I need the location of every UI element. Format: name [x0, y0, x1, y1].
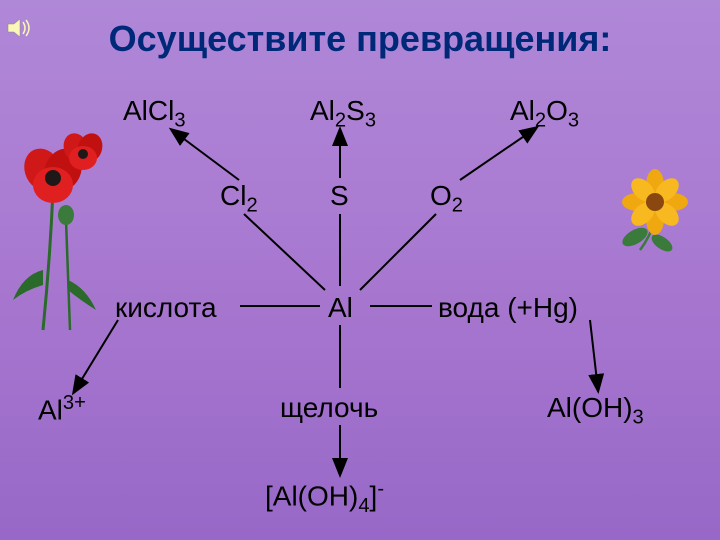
- alcl3-sub: 3: [174, 110, 185, 132]
- title-text: Осуществите превращения:: [109, 18, 612, 59]
- node-acid: кислота: [115, 292, 217, 324]
- yellow-flower-decoration: [610, 165, 700, 255]
- s-text: S: [330, 180, 349, 211]
- page-title: Осуществите превращения:: [109, 18, 612, 60]
- node-alcl3: AlCl3: [123, 95, 186, 133]
- node-water: вода (+Hg): [438, 292, 578, 324]
- water-text: вода (+Hg): [438, 292, 578, 323]
- node-al2s3: Al2S3: [310, 95, 376, 133]
- node-center-al: Al: [328, 292, 353, 324]
- node-aloh4: [Al(OH)4]-: [265, 478, 384, 518]
- o2-sub: 2: [452, 195, 463, 217]
- node-alkali: щелочь: [280, 392, 378, 424]
- node-aloh3: Al(OH)3: [547, 392, 644, 430]
- node-cl2: Cl2: [220, 180, 258, 218]
- node-o2: O2: [430, 180, 463, 218]
- poppy-decoration: [8, 130, 108, 340]
- alkali-text: щелочь: [280, 392, 378, 423]
- o2-text: O: [430, 180, 452, 211]
- diagram-lines: [0, 0, 720, 540]
- alcl3-text: AlCl: [123, 95, 174, 126]
- cl2-sub: 2: [246, 195, 257, 217]
- cl2-text: Cl: [220, 180, 246, 211]
- center-al-text: Al: [328, 292, 353, 323]
- node-al2o3: Al2O3: [510, 95, 579, 133]
- acid-text: кислота: [115, 292, 217, 323]
- sound-icon: [6, 16, 34, 40]
- node-s: S: [330, 180, 349, 212]
- node-al3plus: Al3+: [38, 392, 86, 426]
